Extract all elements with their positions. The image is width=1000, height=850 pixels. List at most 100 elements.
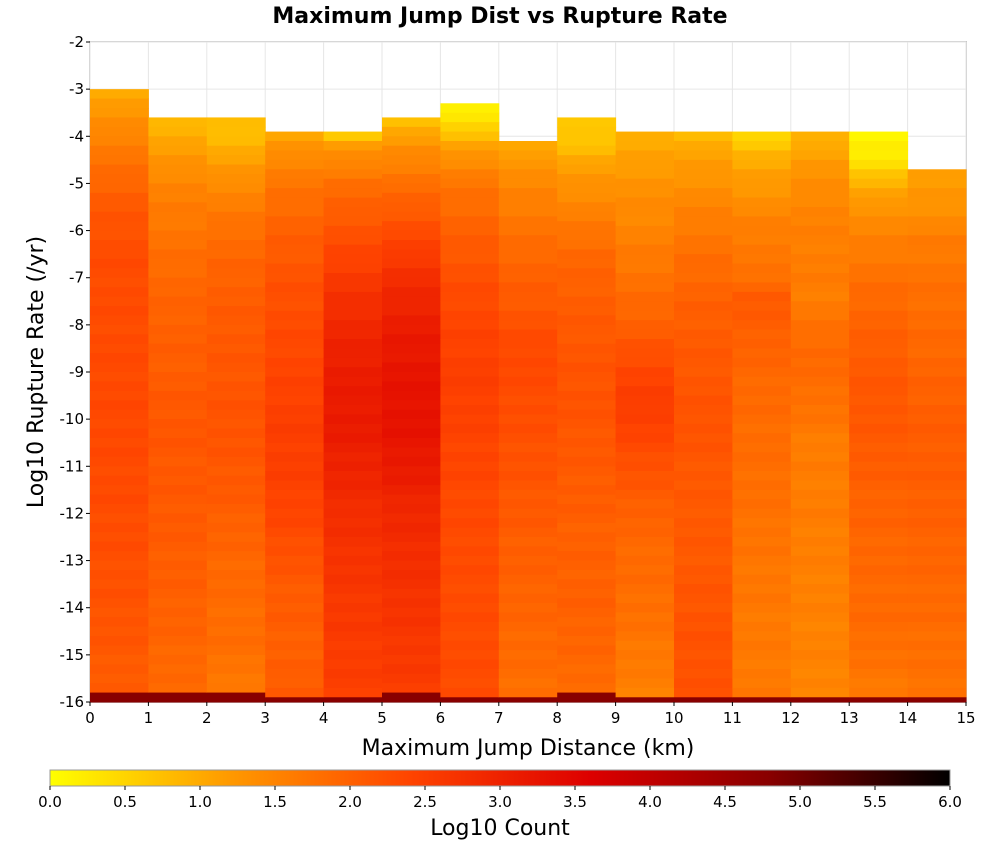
heatmap-cell (90, 541, 149, 552)
heatmap-cell (557, 466, 617, 477)
heatmap-cell (849, 159, 909, 170)
y-tick-label: -2 (69, 33, 84, 51)
heatmap-cell (849, 650, 909, 661)
heatmap-cell (148, 447, 208, 458)
heatmap-cell (849, 480, 909, 491)
heatmap-cell (382, 362, 441, 373)
heatmap-cell (498, 310, 558, 321)
heatmap-cell (790, 565, 850, 576)
heatmap-cell (382, 192, 441, 203)
heatmap-cell (849, 499, 909, 510)
heatmap-cell (148, 532, 208, 543)
heatmap-cell (732, 433, 792, 444)
heatmap-cell (849, 188, 909, 199)
heatmap-cell (907, 574, 967, 585)
heatmap-cell (674, 621, 733, 632)
heatmap-cell (148, 485, 208, 496)
heatmap-cell (265, 320, 325, 331)
heatmap-cell (440, 537, 500, 547)
heatmap-cell (90, 381, 149, 392)
heatmap-cell (732, 320, 792, 331)
heatmap-cell (440, 574, 500, 585)
heatmap-cell (790, 537, 850, 547)
heatmap-cell (498, 631, 558, 642)
heatmap-cell (674, 235, 733, 246)
heatmap-cell (440, 518, 500, 529)
heatmap-cell (674, 386, 733, 397)
heatmap-cell (323, 159, 383, 170)
heatmap-cell (382, 522, 441, 533)
heatmap-cell (849, 339, 909, 349)
heatmap-cell (148, 324, 208, 335)
heatmap-cell (440, 348, 500, 359)
heatmap-cell (674, 244, 733, 255)
heatmap-cell (674, 282, 733, 293)
heatmap-cell (148, 673, 208, 684)
heatmap-cell (265, 273, 325, 283)
heatmap-cell (206, 513, 266, 524)
heatmap-cell (557, 588, 617, 599)
heatmap-cell (90, 570, 149, 580)
heatmap-cell (732, 687, 792, 698)
heatmap-cell (148, 664, 208, 675)
heatmap-cell (732, 169, 792, 180)
heatmap-cell (323, 442, 383, 453)
heatmap-cell (148, 475, 208, 486)
heatmap-cell (790, 527, 850, 538)
heatmap-cell (148, 258, 208, 269)
heatmap-cell (732, 376, 792, 387)
heatmap-cell (265, 612, 325, 623)
heatmap-cell (148, 551, 208, 562)
heatmap-cell (498, 499, 558, 510)
heatmap-cell (90, 108, 149, 118)
heatmap-cell (206, 588, 266, 599)
heatmap-cell (206, 475, 266, 486)
heatmap-cell (440, 414, 500, 425)
heatmap-cell (615, 339, 675, 349)
heatmap-cell (615, 159, 675, 170)
heatmap-cell (206, 230, 266, 241)
heatmap-cell (849, 282, 909, 293)
heatmap-cell (323, 263, 383, 274)
heatmap-cell (615, 603, 675, 613)
heatmap-cell (440, 263, 500, 274)
heatmap-cell (732, 640, 792, 651)
heatmap-cell (557, 334, 617, 345)
heatmap-cell (498, 593, 558, 604)
heatmap-cell (557, 673, 617, 684)
heatmap-cell (674, 395, 733, 406)
heatmap-cell (498, 612, 558, 623)
heatmap-cell (732, 461, 792, 472)
heatmap-cell (265, 244, 325, 255)
heatmap-cell (732, 131, 792, 142)
heatmap-cell (907, 423, 967, 434)
colorbar-tick-label: 1.0 (188, 793, 212, 811)
heatmap-cell (206, 126, 266, 137)
heatmap-cell (90, 164, 149, 175)
heatmap-cell (206, 551, 266, 562)
heatmap-cell (382, 419, 441, 430)
heatmap-cell (206, 183, 266, 194)
heatmap-cell (440, 329, 500, 340)
colorbar-tick-label: 4.5 (713, 793, 737, 811)
heatmap-cell (148, 494, 208, 505)
heatmap-cell (382, 353, 441, 364)
heatmap-cell (323, 537, 383, 547)
heatmap-cell (498, 320, 558, 331)
heatmap-cell (148, 654, 208, 665)
heatmap-cell (790, 471, 850, 481)
heatmap-cell (148, 249, 208, 260)
heatmap-cell (206, 202, 266, 213)
heatmap-cell (206, 466, 266, 477)
heatmap-cell (382, 136, 441, 147)
heatmap-cell (90, 202, 149, 213)
heatmap-cell (206, 504, 266, 514)
heatmap-cell (907, 678, 967, 689)
heatmap-cell (674, 687, 733, 698)
heatmap-cell (148, 372, 208, 382)
heatmap-cell (615, 433, 675, 444)
heatmap-cell (440, 687, 500, 698)
heatmap-cell (440, 367, 500, 378)
heatmap-cell (148, 390, 208, 401)
heatmap-cell (265, 480, 325, 491)
